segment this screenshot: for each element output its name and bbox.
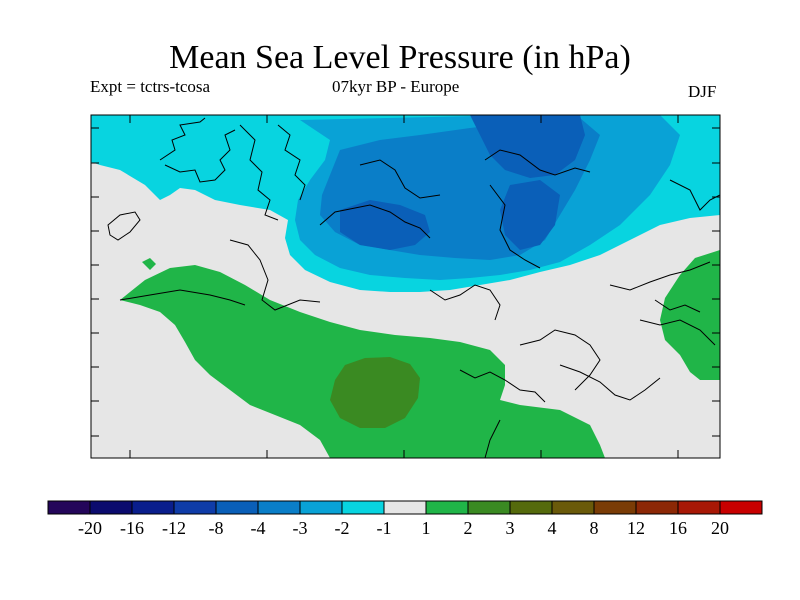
period-label: 07kyr BP - Europe [332, 77, 460, 96]
contour-neg4-east [500, 180, 560, 250]
colorbar-swatch [299, 500, 343, 515]
contour-pos1-westdot [142, 258, 156, 270]
colorbar-swatch [89, 500, 133, 515]
colorbar-swatch [509, 500, 553, 515]
contour-pos2-core [330, 357, 420, 428]
colorbar-tick-label: -2 [334, 518, 350, 538]
map-frame [90, 114, 721, 459]
season-label: DJF [688, 82, 717, 101]
contour-neg1-westlobe [91, 115, 150, 160]
colorbar-tick-label: -8 [208, 518, 224, 538]
colorbar-tick-label: 12 [627, 518, 645, 538]
contour-neg4-north [470, 115, 585, 178]
colorbar-swatch [383, 500, 427, 515]
colorbar-swatch [677, 500, 721, 515]
colorbar-swatch [131, 500, 175, 515]
colorbar-swatch [593, 500, 637, 515]
colorbar-tick-label: 2 [463, 518, 473, 538]
colorbar-tick-label: -20 [78, 518, 102, 538]
colorbar-swatch [635, 500, 679, 515]
colorbar-swatch [215, 500, 259, 515]
colorbar-swatch [719, 500, 763, 515]
colorbar-swatches [47, 500, 763, 515]
colorbar-tick-label: 8 [589, 518, 599, 538]
experiment-label: Expt = tctrs-tcosa [90, 77, 211, 96]
colorbar-swatch [551, 500, 595, 515]
chart-title: Mean Sea Level Pressure (in hPa) [169, 39, 631, 76]
colorbar-swatch [341, 500, 385, 515]
colorbar-tick-label: 16 [669, 518, 687, 538]
colorbar-tick-label: 20 [711, 518, 729, 538]
colorbar-tick-label: -16 [120, 518, 144, 538]
colorbar-tick-label: -4 [250, 518, 266, 538]
colorbar-swatch [425, 500, 469, 515]
contour-neg4-central [340, 200, 430, 250]
colorbar-tick-label: 1 [421, 518, 431, 538]
colorbar-swatch [257, 500, 301, 515]
colorbar-tick-label: 3 [505, 518, 515, 538]
colorbar-swatch [173, 500, 217, 515]
colorbar-tick-label: -12 [162, 518, 186, 538]
colorbar-swatch [47, 500, 91, 515]
frame-ticks [91, 115, 720, 458]
coastlines [107, 117, 720, 458]
contour-pos1-east [660, 250, 720, 380]
colorbar-swatch [467, 500, 511, 515]
colorbar-tick-label: 4 [547, 518, 557, 538]
colorbar-tick-label: -1 [376, 518, 392, 538]
colorbar-tick-label: -3 [292, 518, 308, 538]
